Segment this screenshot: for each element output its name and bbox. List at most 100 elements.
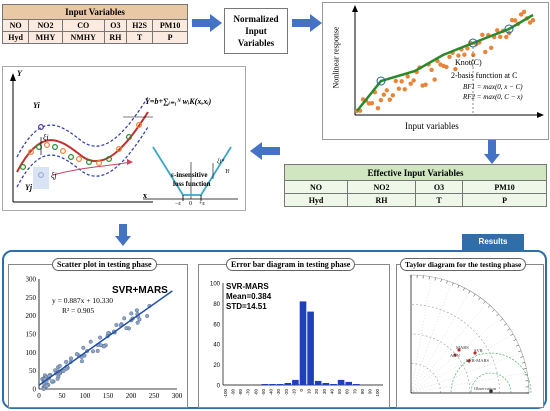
svr-x-axis-label: x bbox=[143, 191, 147, 200]
taylor-title: Taylor diagram for the testing phase bbox=[400, 258, 527, 271]
taylor-model-point bbox=[473, 351, 477, 355]
error-x-tick: 30 bbox=[322, 389, 327, 395]
arrow-to-svr bbox=[250, 142, 280, 160]
mars-point bbox=[504, 34, 509, 40]
error-x-tick: -50 bbox=[261, 389, 266, 396]
mars-point bbox=[390, 93, 395, 98]
mars-point bbox=[387, 97, 392, 102]
input_vars.row2-cell: Hyd bbox=[1, 31, 30, 44]
effective_vars.row2-cell: P bbox=[462, 193, 547, 207]
loss-xi-star: ξi* bbox=[217, 159, 225, 165]
mars-point bbox=[498, 34, 503, 39]
mars-point bbox=[447, 54, 452, 59]
taylor-tick bbox=[492, 309, 495, 312]
error-bar bbox=[330, 384, 337, 385]
mars-point bbox=[456, 53, 461, 58]
scatter-point bbox=[88, 339, 93, 344]
effective_vars.row2-cell: T bbox=[414, 193, 464, 207]
taylor-arc bbox=[410, 304, 500, 394]
error-x-tick: 60 bbox=[345, 389, 350, 395]
svr-xj-label: ξj bbox=[51, 171, 57, 180]
mars-point bbox=[521, 9, 527, 14]
mars-point bbox=[384, 88, 389, 93]
error-bar bbox=[261, 384, 269, 385]
taylor-tick bbox=[503, 323, 507, 326]
taylor-tick bbox=[524, 374, 528, 376]
mars-point bbox=[530, 18, 536, 23]
scatter-point bbox=[55, 376, 60, 381]
svr-point bbox=[105, 155, 112, 162]
effective_vars.row2-cell: RH bbox=[347, 193, 416, 207]
scatter-x-tick: 250 bbox=[149, 392, 160, 400]
taylor-arc bbox=[410, 274, 530, 394]
loss-zero: 0 bbox=[189, 201, 192, 207]
scatter-y-tick: 0 bbox=[33, 386, 37, 394]
effective_vars.row1-cell: PM10 bbox=[462, 180, 547, 194]
svr-point bbox=[43, 141, 50, 148]
taylor-tick bbox=[522, 362, 526, 364]
basis-label: 2-basis function at C bbox=[451, 71, 518, 80]
input_vars.row2-cell: P bbox=[152, 31, 188, 44]
mars-point bbox=[408, 81, 413, 86]
svr-equation: Y=b+∑ᵢ₌₁ᴺ wᵢK(x,xᵢ) bbox=[145, 97, 212, 106]
input_vars.row1-cell: PM10 bbox=[152, 19, 188, 32]
taylor-mars-label: MARS bbox=[456, 345, 469, 350]
taylor-tick bbox=[518, 350, 522, 353]
loss-yi-label: Yi bbox=[225, 169, 230, 175]
taylor-observation-point bbox=[489, 389, 493, 393]
error-bar-panel: 100 80 60 40 20 0 -100 -90 -80 -70 -60 -50 -40 -30 -20… bbox=[198, 264, 390, 408]
svr-point bbox=[75, 155, 82, 162]
mars-point bbox=[480, 32, 485, 37]
mars-point bbox=[512, 18, 518, 23]
error-bar bbox=[299, 301, 307, 385]
error-bar bbox=[292, 379, 299, 385]
svr-point bbox=[95, 159, 102, 166]
error-bar bbox=[345, 381, 352, 385]
mars-ylabel: Nonlinear response bbox=[331, 26, 341, 89]
scatter-point bbox=[64, 359, 69, 364]
mars-point bbox=[495, 28, 500, 33]
error-x-tick: 100 bbox=[375, 389, 380, 397]
error-x-tick: 10 bbox=[307, 389, 312, 395]
normalized-line3: Variables bbox=[237, 38, 275, 48]
svr-point bbox=[37, 123, 44, 130]
error-y-tick: 40 bbox=[213, 343, 220, 349]
scatter-point bbox=[44, 383, 49, 388]
effective_vars.row2-cell: Hyd bbox=[283, 193, 349, 207]
scatter-panel: 300 250 200 150 100 50 0 0 50 100 150 200 250 300 bbox=[8, 264, 188, 408]
mars-point bbox=[402, 87, 407, 92]
svr-point bbox=[59, 147, 66, 154]
mars-point bbox=[429, 67, 434, 73]
taylor-tick bbox=[428, 276, 430, 280]
mars-plot-panel: Nonlinear response Input variables Knot(… bbox=[322, 2, 549, 140]
scatter-point bbox=[134, 308, 139, 313]
taylor-tick bbox=[487, 305, 491, 308]
taylor-rms-arc bbox=[470, 372, 512, 394]
scatter-model: SVR+MARS bbox=[112, 285, 168, 296]
taylor-tick bbox=[513, 339, 517, 342]
error-bar bbox=[314, 380, 322, 385]
loss-neg-eps: −ε bbox=[175, 201, 181, 207]
svr-point bbox=[115, 145, 122, 152]
arrow-to-mars bbox=[292, 14, 322, 32]
mars-point bbox=[399, 79, 404, 84]
bf1-label: BF1 = max(0, x − C) bbox=[463, 83, 523, 91]
mars-point bbox=[378, 98, 384, 103]
mars-point bbox=[483, 49, 488, 55]
taylor-tick bbox=[515, 344, 519, 347]
svr-point bbox=[28, 148, 35, 155]
knot-label: Knot(C) bbox=[455, 58, 482, 67]
taylor-tick bbox=[473, 293, 476, 297]
error-bar bbox=[322, 383, 330, 385]
error-x-tick: -40 bbox=[269, 389, 274, 396]
input_vars.row2-cell: NMHY bbox=[61, 31, 105, 44]
mars-point bbox=[432, 77, 437, 82]
scatter-x-tick: 200 bbox=[126, 392, 137, 400]
mars-point bbox=[369, 101, 375, 106]
scatter-y-tick: 150 bbox=[26, 331, 37, 339]
scatter-y-tick: 200 bbox=[26, 312, 37, 320]
error-x-tick: 20 bbox=[314, 389, 319, 395]
taylor-tick bbox=[457, 285, 460, 289]
taylor-ray bbox=[410, 372, 528, 394]
taylor-tick bbox=[500, 318, 503, 321]
